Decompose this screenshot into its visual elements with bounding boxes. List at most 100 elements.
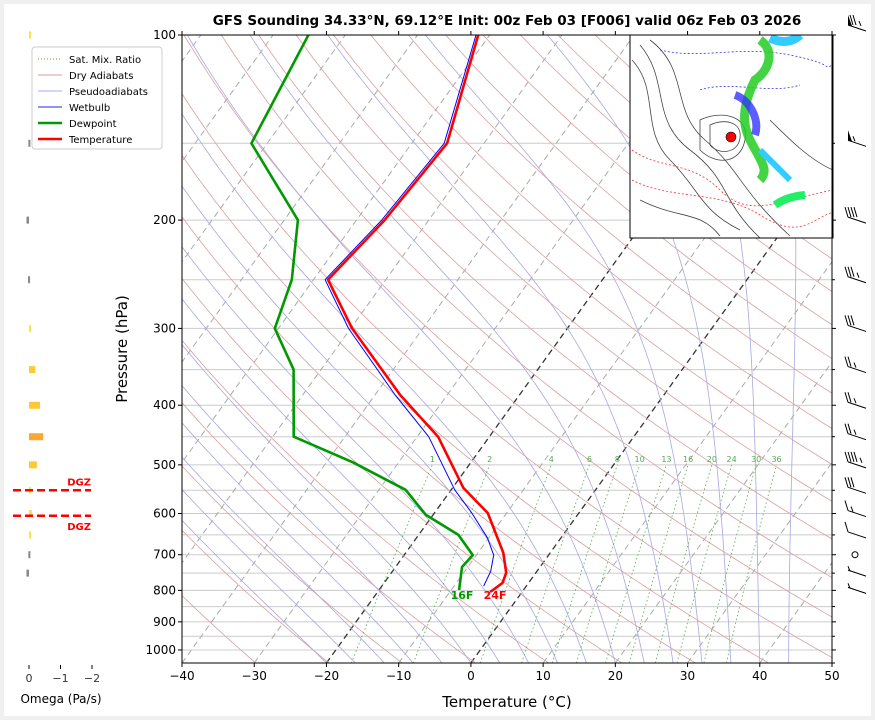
pseudoadiabat bbox=[182, 185, 558, 663]
y-tick-label: 900 bbox=[153, 615, 176, 629]
legend-label: Sat. Mix. Ratio bbox=[69, 55, 141, 66]
mixing-ratio-line bbox=[351, 464, 433, 663]
pseudoadiabat bbox=[182, 344, 472, 663]
barb-half bbox=[850, 506, 854, 512]
y-tick-label: 1000 bbox=[145, 643, 176, 657]
dry-adiabat bbox=[445, 35, 832, 360]
barb-full bbox=[844, 206, 849, 218]
x-tick-label: 10 bbox=[535, 669, 550, 683]
y-tick-label: 600 bbox=[153, 507, 176, 521]
wind-barb bbox=[844, 266, 867, 284]
barb-half bbox=[853, 362, 857, 368]
mixing-ratio-line bbox=[551, 464, 618, 663]
dry-adiabat bbox=[182, 339, 550, 663]
dry-adiabat bbox=[220, 35, 832, 579]
pseudoadiabat bbox=[182, 298, 501, 663]
pseudoadiabat bbox=[677, 35, 761, 663]
legend-label: Wetbulb bbox=[69, 103, 110, 114]
omega-bar bbox=[28, 551, 31, 559]
dry-adiabat bbox=[183, 35, 832, 618]
dry-adiabat bbox=[295, 35, 832, 502]
dry-adiabat bbox=[407, 35, 832, 394]
barb-staff bbox=[847, 510, 867, 518]
barb-full bbox=[847, 451, 852, 462]
background-lines bbox=[182, 35, 832, 663]
barb-full bbox=[847, 315, 852, 326]
omega-bar bbox=[26, 569, 29, 577]
barb-staff bbox=[847, 276, 867, 284]
y-tick-label: 500 bbox=[153, 458, 176, 472]
barb-half bbox=[856, 272, 860, 278]
barb-half bbox=[853, 398, 857, 404]
barb-half bbox=[859, 457, 863, 464]
mixing-ratio-line bbox=[413, 464, 491, 663]
mixing-ratio-line bbox=[654, 464, 713, 663]
pseudoadiabat bbox=[182, 113, 587, 663]
barb-half bbox=[858, 20, 862, 27]
barb-full bbox=[847, 423, 852, 434]
barb-full bbox=[847, 392, 852, 403]
mixing-ratio-label: 16 bbox=[683, 455, 693, 464]
barb-flag bbox=[848, 130, 852, 142]
wind-barb bbox=[844, 356, 867, 374]
series-dewpoint-line bbox=[250, 35, 475, 591]
calm-circle bbox=[851, 551, 859, 559]
barb-staff bbox=[847, 461, 867, 469]
legend-label: Temperature bbox=[68, 135, 132, 146]
x-axis-label: Temperature (°C) bbox=[441, 693, 571, 711]
barb-half bbox=[847, 565, 851, 572]
pseudoadiabat bbox=[182, 422, 414, 663]
barb-full bbox=[844, 477, 849, 488]
series-temperature-line bbox=[326, 35, 508, 594]
pseudoadiabat bbox=[425, 35, 703, 663]
barb-staff bbox=[847, 433, 867, 441]
legend-label: Pseudoadiabats bbox=[69, 87, 148, 98]
mixing-ratio-line bbox=[521, 464, 590, 663]
omega-bar bbox=[29, 510, 33, 518]
barb-half bbox=[852, 136, 856, 142]
wind-barb bbox=[844, 477, 867, 494]
barb-full bbox=[849, 14, 854, 26]
isotherm-line bbox=[182, 35, 346, 263]
barb-staff bbox=[847, 139, 867, 147]
barb-full bbox=[844, 315, 849, 326]
barb-staff bbox=[847, 216, 867, 224]
mixing-ratio-line bbox=[725, 464, 777, 663]
mixing-ratio-label: 1 bbox=[430, 455, 435, 464]
wind-barb bbox=[844, 315, 867, 332]
wind-barb bbox=[844, 206, 867, 224]
pseudoadiabat bbox=[182, 246, 530, 663]
x-tick-label: 40 bbox=[752, 669, 767, 683]
dgz-label: DGZ bbox=[67, 522, 91, 533]
omega-axis-label: Omega (Pa/s) bbox=[20, 692, 101, 706]
pseudoadiabat bbox=[186, 35, 616, 663]
mixing-ratio-line bbox=[605, 464, 667, 663]
mixing-ratio-label: 6 bbox=[587, 455, 592, 464]
pseudoadiabat bbox=[182, 489, 356, 663]
series-wetbulb-line bbox=[324, 35, 495, 587]
barb-full bbox=[844, 500, 849, 511]
isotherm-line bbox=[831, 662, 832, 663]
pseudoadiabat bbox=[327, 35, 674, 663]
y-tick-label: 400 bbox=[153, 398, 176, 412]
wind-barb bbox=[844, 521, 867, 539]
y-tick-label: 200 bbox=[153, 213, 176, 227]
barb-half bbox=[853, 429, 857, 435]
axes: −40 −30 −20 −10 0 10 20 30 40 50 100 200 300 400 500 60… bbox=[145, 28, 839, 683]
omega-bar bbox=[26, 216, 29, 224]
barb-flag bbox=[848, 15, 852, 26]
omega-bar bbox=[29, 531, 31, 539]
wind-barbs bbox=[844, 14, 867, 594]
mixing-ratio-label: 8 bbox=[615, 455, 620, 464]
mixing-ratio-label: 13 bbox=[661, 455, 671, 464]
pseudoadiabat bbox=[249, 35, 645, 663]
omega-bar bbox=[29, 401, 41, 409]
mixing-ratio-label: 4 bbox=[549, 455, 554, 464]
mixing-ratio-label: 20 bbox=[707, 455, 717, 464]
barb-full bbox=[850, 206, 855, 218]
pseudoadiabat bbox=[182, 519, 327, 663]
mixing-ratio-line bbox=[676, 464, 732, 663]
x-tick-label: −10 bbox=[386, 669, 411, 683]
mixing-ratio-line bbox=[628, 464, 689, 663]
